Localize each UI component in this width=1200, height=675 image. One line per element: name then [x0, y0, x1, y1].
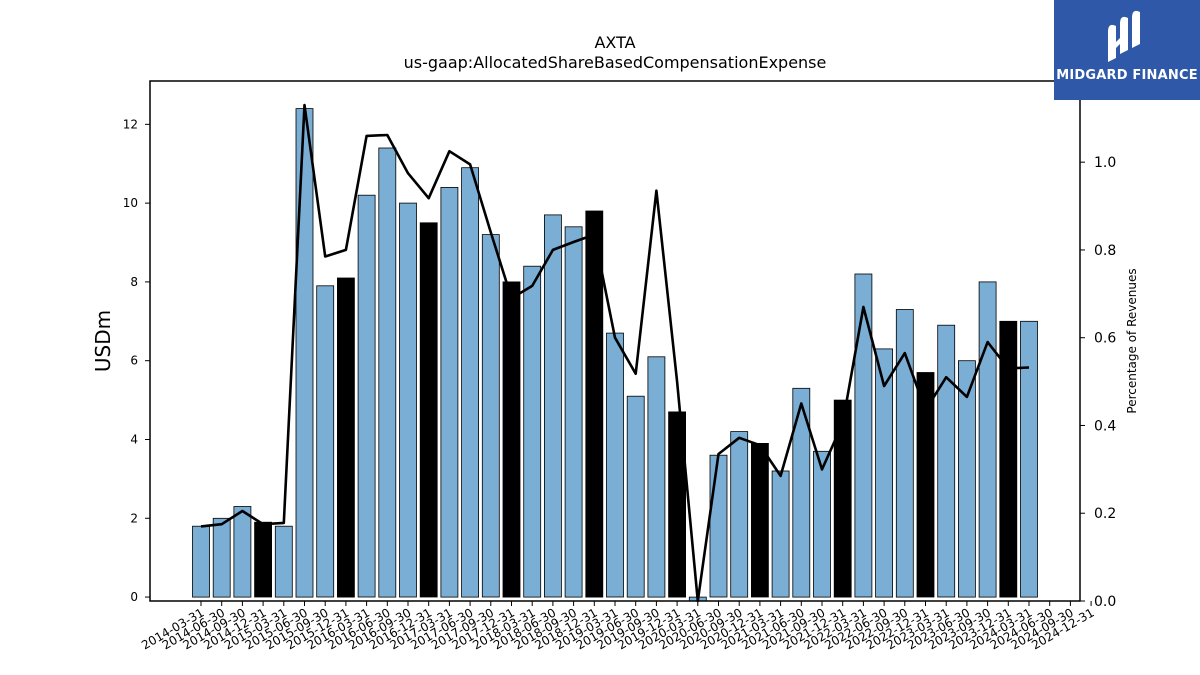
bar [978, 281, 997, 598]
y2-tick-label: 0.2 [1094, 506, 1116, 522]
bar [233, 506, 252, 598]
bar [771, 470, 790, 598]
bar [440, 186, 459, 598]
y-axis-label: USDm [91, 310, 115, 372]
bar [544, 214, 562, 598]
bar [378, 147, 397, 598]
bar [792, 387, 811, 598]
bar [192, 525, 210, 598]
brand-logo: MIDGARD FINANCE [1054, 0, 1200, 100]
y-tick-label: 2 [130, 511, 138, 525]
chart-title: AXTA [594, 33, 635, 52]
bar [399, 202, 417, 598]
y-tick-label: 12 [123, 117, 138, 131]
bar [523, 265, 542, 598]
y-tick-label: 0 [130, 590, 138, 604]
bar [274, 525, 293, 598]
series-line [200, 103, 1030, 603]
bar [999, 320, 1018, 598]
bar [212, 517, 231, 598]
bar [668, 411, 686, 598]
bar [606, 332, 624, 598]
bar [564, 226, 583, 598]
y-tick-label: 8 [130, 275, 138, 289]
left-axis: 0 2 4 6 8 10 12 [123, 117, 150, 604]
y2-tick-label: 0.0 [1094, 594, 1116, 610]
bar [316, 285, 335, 598]
bar [709, 454, 728, 598]
x-axis: 2014-03-312014-06-302014-09-302014-12-31… [139, 601, 1097, 652]
bar [958, 360, 976, 598]
y-tick-label: 10 [123, 196, 138, 210]
bar [937, 324, 956, 598]
bar [875, 348, 893, 598]
bar [295, 108, 314, 598]
bar [854, 273, 873, 598]
bar [833, 399, 852, 598]
y2-tick-label: 1.0 [1094, 155, 1116, 171]
bar [647, 356, 666, 598]
bar [813, 450, 831, 598]
bar [419, 222, 438, 598]
y2-tick-label: 0.8 [1094, 243, 1116, 259]
bar [1020, 320, 1038, 598]
y2-tick-label: 0.6 [1094, 331, 1116, 347]
bar-group [192, 108, 1038, 602]
bar [461, 167, 480, 598]
bar [502, 281, 521, 598]
bar [916, 372, 935, 598]
right-axis: 0.0 0.2 0.4 0.6 0.8 1.0 [1080, 155, 1116, 610]
bar [481, 234, 500, 598]
line-group [200, 103, 1030, 603]
bar [254, 521, 273, 598]
y-tick-label: 6 [130, 354, 138, 368]
bar [751, 442, 769, 598]
y2-axis-label: Percentage of Revenues [1125, 268, 1139, 413]
bar [730, 431, 749, 598]
bar [585, 210, 604, 598]
bar [895, 309, 914, 598]
y-tick-label: 4 [130, 432, 138, 446]
midgard-logo-icon [1108, 10, 1140, 62]
logo-text: MIDGARD FINANCE [1056, 68, 1198, 83]
chart-subtitle: us-gaap:AllocatedShareBasedCompensationE… [404, 53, 827, 72]
bar [336, 277, 355, 598]
bar [626, 395, 645, 598]
y2-tick-label: 0.4 [1094, 418, 1116, 434]
bar [357, 194, 376, 598]
